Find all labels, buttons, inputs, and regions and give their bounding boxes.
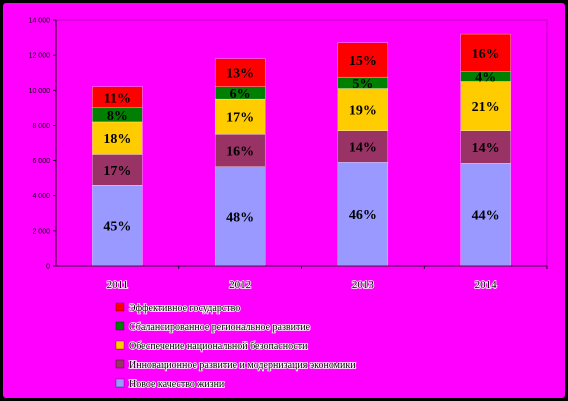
data-label: 17% — [226, 111, 254, 126]
data-label: 19% — [349, 104, 377, 119]
data-label: 18% — [103, 132, 131, 147]
legend-swatch — [115, 359, 125, 369]
legend: Эффективное государство Сбалансированное … — [115, 302, 357, 391]
y-tick-label: 8 000 — [32, 123, 50, 130]
legend-swatch — [115, 302, 125, 312]
bar-segment — [214, 134, 266, 167]
y-tick-label: 10 000 — [29, 88, 51, 95]
data-label: 16% — [226, 144, 254, 159]
legend-label: Сбалансированное региональное развитие — [129, 322, 311, 333]
legend-swatch — [115, 321, 125, 331]
y-tick-label: 14 000 — [29, 18, 51, 25]
data-label: 21% — [472, 100, 500, 115]
bar-segment — [214, 98, 266, 135]
y-tick-label: 12 000 — [29, 53, 51, 60]
bar-segment — [214, 58, 266, 87]
data-label: 14% — [349, 141, 377, 156]
stacked-bar-chart: 45% 17% 18% 8% 11% 48% 16% 17% 6% 13% 46% 14% 19% 5% 1… — [29, 18, 548, 391]
legend-swatch — [115, 340, 125, 350]
legend-label: Инновационное развитие и модернизация эк… — [129, 360, 356, 371]
data-label: 15% — [349, 54, 377, 69]
data-label: 17% — [103, 164, 131, 179]
data-label: 6% — [230, 87, 251, 102]
data-label: 48% — [226, 210, 254, 225]
y-tick-label: 0 — [46, 264, 50, 271]
bar-segment — [337, 130, 389, 163]
data-label: 5% — [352, 77, 373, 92]
axes: 0 2 000 4 000 6 000 8 000 10 000 12 000 14 000 2… — [29, 18, 548, 292]
data-label: 13% — [226, 67, 254, 82]
data-label: 16% — [472, 47, 500, 62]
data-label: 8% — [107, 109, 128, 124]
x-tick-label: 2012 — [229, 279, 251, 291]
y-tick-label: 2 000 — [32, 228, 50, 235]
y-tick-label: 4 000 — [32, 193, 50, 200]
x-tick-label: 2014 — [475, 279, 498, 291]
legend-label: Обеспечение национальной безопасности — [129, 341, 308, 352]
data-label: 14% — [472, 141, 500, 156]
bar-segment — [92, 154, 143, 186]
bars: 45% 17% 18% 8% 11% 48% 16% 17% 6% 13% 46% 14% 19% 5% 1… — [92, 33, 511, 267]
legend-label: Эффективное государство — [129, 303, 240, 314]
legend-label: Новое качество жизни — [129, 379, 225, 390]
data-label: 4% — [475, 71, 496, 86]
data-label: 44% — [472, 209, 500, 224]
bar-segment — [460, 130, 511, 164]
bar-segment — [460, 81, 511, 131]
data-label: 11% — [104, 91, 131, 106]
bar-segment — [460, 163, 511, 267]
data-label: 46% — [349, 208, 377, 223]
bar-segment — [337, 88, 389, 131]
bar-segment — [92, 86, 143, 109]
bar-segment — [460, 33, 511, 72]
x-tick-label: 2011 — [107, 279, 129, 291]
x-tick-label: 2013 — [352, 279, 375, 291]
data-label: 45% — [103, 220, 131, 235]
bar-segment — [337, 42, 389, 78]
chart-frame: 45% 17% 18% 8% 11% 48% 16% 17% 6% 13% 46% 14% 19% 5% 1… — [3, 3, 565, 398]
legend-swatch — [115, 378, 125, 388]
y-tick-label: 6 000 — [32, 158, 50, 165]
